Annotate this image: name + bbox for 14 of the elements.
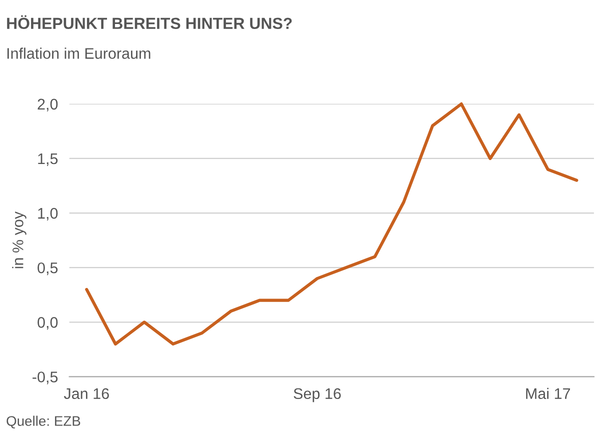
y-tick-label: 0,0 bbox=[38, 317, 58, 330]
chart-title: HÖHEPUNKT BEREITS HINTER UNS? bbox=[7, 15, 292, 30]
y-tick-label: -0,5 bbox=[32, 372, 58, 384]
y-tick-label: 0,5 bbox=[38, 262, 58, 276]
line-series bbox=[85, 102, 578, 346]
x-tick-label: Jan 16 bbox=[64, 388, 109, 400]
x-tick-label: Sep 16 bbox=[294, 388, 341, 402]
source-note: Quelle: EZB bbox=[6, 416, 80, 428]
y-tick-label: 1,5 bbox=[38, 154, 58, 166]
y-tick-label: 2,0 bbox=[38, 98, 58, 112]
x-tick-label: Mai 17 bbox=[526, 388, 570, 400]
chart-subtitle: Inflation im Euroraum bbox=[7, 48, 150, 59]
y-axis-title: in % yoy bbox=[12, 211, 26, 268]
y-tick-label: 1,0 bbox=[38, 208, 58, 221]
